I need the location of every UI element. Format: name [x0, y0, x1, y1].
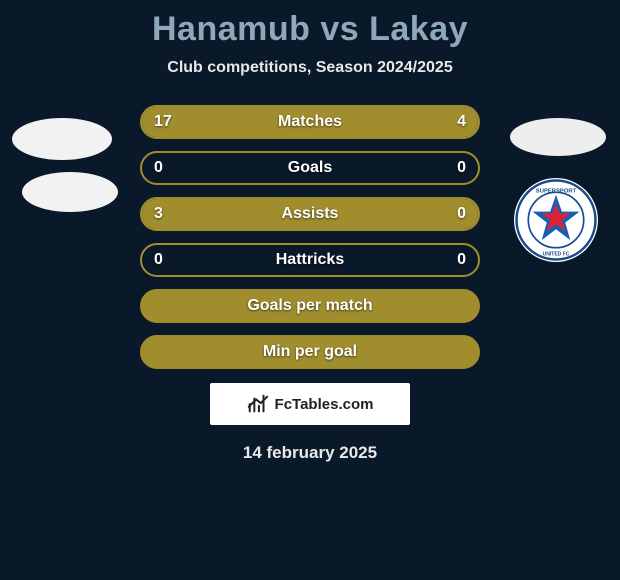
stats-container: Matches174Goals00Assists30Hattricks00Goa…	[140, 105, 480, 369]
stat-left-value: 0	[154, 159, 163, 177]
stat-label: Goals	[142, 159, 478, 177]
stat-label: Hattricks	[142, 251, 478, 269]
stat-row-matches: Matches17 4	[140, 105, 480, 139]
date: 14 february 2025	[0, 443, 620, 463]
stat-right-value: 0	[457, 251, 466, 269]
stat-right-value: 0	[457, 205, 466, 223]
stat-label: Matches	[142, 113, 478, 131]
stat-left-value: 3	[154, 205, 163, 223]
svg-text:UNITED FC: UNITED FC	[543, 251, 570, 257]
stat-label: Min per goal	[142, 343, 478, 361]
stat-row-hattricks: Hattricks0 0	[140, 243, 480, 277]
stat-row-assists: Assists3 0	[140, 197, 480, 231]
stat-row-min-per-goal: Min per goal	[140, 335, 480, 369]
stat-label: Assists	[142, 205, 478, 223]
stat-label: Goals per match	[142, 297, 478, 315]
chart-icon	[247, 393, 269, 415]
stat-right-value: 0	[457, 159, 466, 177]
stat-right-value: 4	[457, 113, 466, 131]
club-right-logo: SUPERSPORT UNITED FC	[514, 178, 598, 262]
player-left-photo	[12, 118, 112, 160]
stat-left-value: 17	[154, 113, 172, 131]
svg-text:SUPERSPORT: SUPERSPORT	[536, 188, 577, 194]
brand-text: FcTables.com	[275, 396, 374, 413]
stat-row-goals: Goals0 0	[140, 151, 480, 185]
stat-row-goals-per-match: Goals per match	[140, 289, 480, 323]
club-left-photo	[22, 172, 118, 212]
brand-badge: FcTables.com	[210, 383, 410, 425]
page-title: Hanamub vs Lakay	[0, 0, 620, 49]
stat-left-value: 0	[154, 251, 163, 269]
subtitle: Club competitions, Season 2024/2025	[0, 59, 620, 77]
player-right-photo	[510, 118, 606, 156]
